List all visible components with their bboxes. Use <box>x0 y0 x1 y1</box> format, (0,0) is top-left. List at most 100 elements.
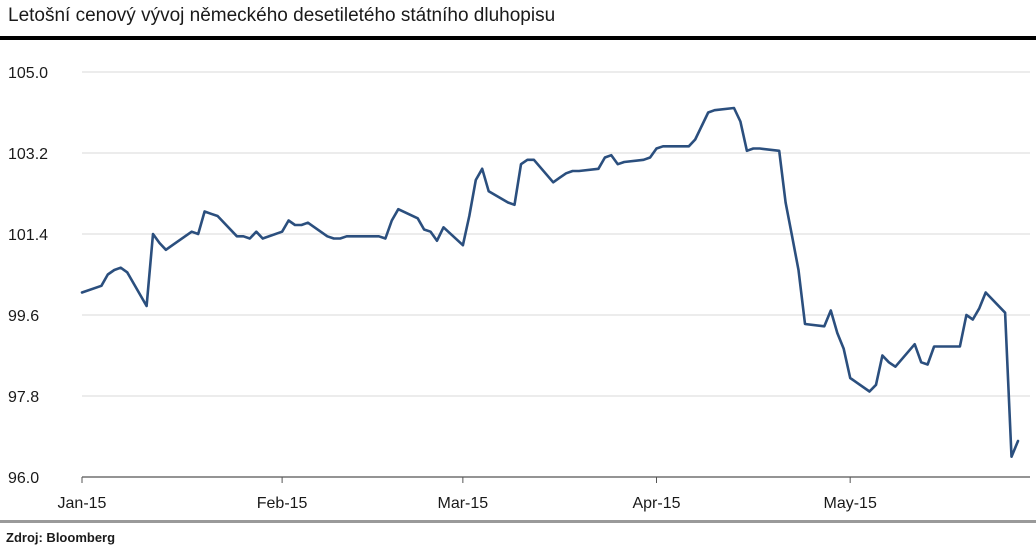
data-point <box>784 201 787 204</box>
data-point <box>933 345 935 348</box>
y-tick-label: 105.0 <box>8 65 48 82</box>
title-rule <box>0 36 1036 40</box>
data-point <box>307 221 309 224</box>
x-tick-label: May-15 <box>823 495 876 512</box>
y-tick-label: 96.0 <box>8 470 39 487</box>
source-note: Zdroj: Bloomberg <box>6 530 116 545</box>
data-point <box>797 269 800 271</box>
series-line <box>80 106 1020 459</box>
data-point <box>610 154 613 157</box>
data-point <box>836 332 839 334</box>
data-point <box>791 235 793 238</box>
data-point <box>694 138 697 141</box>
y-axis: 96.0 97.8 99.6 101.4 103.2 105.0 <box>8 65 48 487</box>
data-point <box>339 237 342 240</box>
data-point <box>462 244 464 247</box>
data-point <box>984 291 987 294</box>
data-point <box>758 147 761 150</box>
x-tick-label: Apr-15 <box>632 495 680 512</box>
data-point <box>145 305 148 307</box>
y-tick-label: 97.8 <box>8 389 39 406</box>
data-point <box>171 244 174 247</box>
data-point <box>978 307 981 310</box>
data-point <box>378 235 380 238</box>
data-point <box>287 219 290 222</box>
x-tick-label: Jan-15 <box>58 495 107 512</box>
data-point <box>481 167 484 170</box>
data-point <box>733 107 735 109</box>
data-point <box>578 170 580 172</box>
x-axis: Jan-15 Feb-15 Mar-15 Apr-15 May-15 <box>58 476 1030 512</box>
data-point <box>881 354 884 357</box>
data-point <box>468 215 471 217</box>
data-point <box>326 235 329 238</box>
data-point <box>655 147 658 150</box>
data-point <box>345 235 348 238</box>
data-point <box>707 111 709 114</box>
y-tick-label: 101.4 <box>8 227 48 244</box>
data-point <box>623 161 626 163</box>
data-point <box>216 215 219 217</box>
data-point <box>1017 440 1019 442</box>
data-point <box>261 237 264 240</box>
data-point <box>913 343 916 346</box>
data-point <box>752 147 755 150</box>
data-point <box>210 212 212 215</box>
data-point <box>113 269 116 271</box>
data-point <box>552 181 555 184</box>
data-point <box>526 158 529 161</box>
data-point <box>197 233 199 235</box>
chart-title: Letošní cenový vývoj německého desetilet… <box>8 5 556 26</box>
data-point <box>894 365 897 368</box>
line-chart: 96.0 97.8 99.6 101.4 103.2 105.0 Jan-15 Feb-15… <box>8 65 1030 512</box>
series-layer <box>80 106 1020 459</box>
data-point <box>520 163 522 166</box>
data-point <box>436 239 438 242</box>
data-point <box>242 235 245 238</box>
data-point <box>332 237 335 240</box>
data-point <box>416 217 419 220</box>
x-tick-label: Feb-15 <box>257 495 308 512</box>
data-point <box>804 323 806 325</box>
data-point <box>939 345 942 348</box>
data-point <box>713 109 716 112</box>
data-point <box>972 318 974 321</box>
data-point <box>597 167 600 170</box>
data-point <box>397 208 400 211</box>
data-point <box>687 145 690 148</box>
data-point <box>533 158 535 161</box>
data-point <box>662 145 664 148</box>
footer-rule <box>0 520 1036 523</box>
data-point <box>429 230 432 233</box>
data-point <box>107 273 109 276</box>
data-point <box>739 120 742 123</box>
data-point <box>649 156 651 159</box>
data-point <box>281 230 283 233</box>
data-point <box>487 190 490 193</box>
data-point <box>965 314 968 316</box>
data-point <box>604 156 606 159</box>
data-point <box>1004 311 1006 314</box>
data-point <box>300 224 303 226</box>
data-point <box>1010 455 1013 458</box>
data-point <box>875 383 877 386</box>
data-point <box>423 228 425 231</box>
data-point <box>668 145 671 148</box>
data-point <box>391 219 393 222</box>
y-tick-label: 103.2 <box>8 146 48 163</box>
data-point <box>842 347 845 350</box>
data-point <box>700 125 703 127</box>
data-point <box>100 284 103 287</box>
data-point <box>81 291 83 294</box>
data-point <box>474 179 477 181</box>
data-point <box>190 230 193 233</box>
data-point <box>236 235 238 238</box>
data-point <box>920 361 922 364</box>
data-point <box>507 201 509 204</box>
data-point <box>255 230 258 233</box>
y-tick-label: 99.6 <box>8 308 39 325</box>
x-tick-label: Mar-15 <box>438 495 489 512</box>
data-point <box>778 149 780 152</box>
data-point <box>152 233 154 235</box>
data-point <box>823 325 826 328</box>
